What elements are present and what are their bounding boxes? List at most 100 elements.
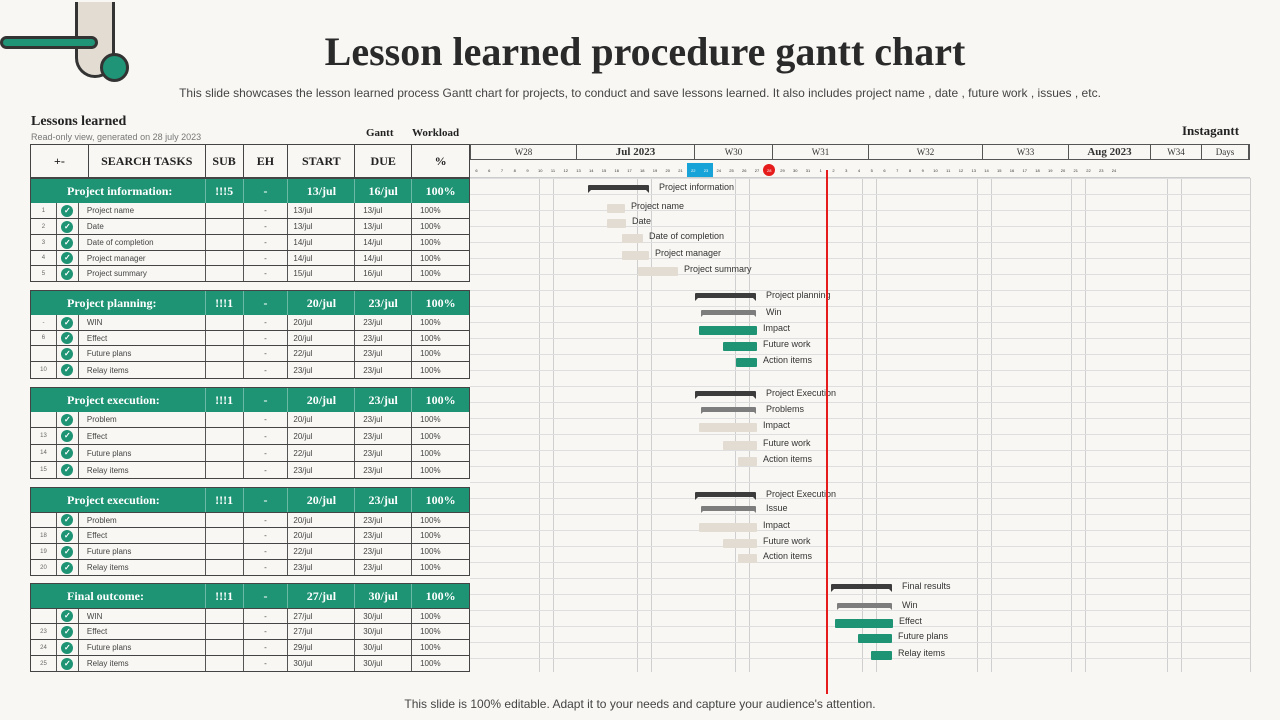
week-label: W33: [983, 145, 1069, 159]
check-circle-icon[interactable]: ✓: [61, 347, 74, 360]
check-circle-icon[interactable]: ✓: [61, 641, 74, 654]
table-row[interactable]: 25 ✓ Relay items -30/jul 30/jul 100%: [30, 656, 470, 672]
gantt-bar-label: Problems: [766, 404, 805, 414]
day-label: 2: [832, 167, 835, 173]
check-circle-icon[interactable]: ✓: [61, 236, 74, 249]
gantt-bar[interactable]: [723, 441, 757, 450]
gantt-bar-label: Project Execution: [766, 388, 837, 398]
check-circle-icon[interactable]: ✓: [61, 561, 74, 574]
check-circle-icon[interactable]: ✓: [61, 529, 74, 542]
task-percent: 100%: [420, 333, 441, 343]
table-row[interactable]: 24 ✓ Future plans -29/jul 30/jul 100%: [30, 640, 470, 656]
check-circle-icon[interactable]: ✓: [61, 464, 74, 476]
gantt-bar[interactable]: [701, 310, 756, 317]
grid-line-horizontal: [470, 306, 1250, 307]
group-name: Project execution:: [31, 488, 206, 512]
group-header[interactable]: Project planning: !!!1-20/jul 23/jul 100%: [30, 290, 470, 316]
task-name: Project manager: [79, 251, 206, 265]
group-header[interactable]: Project information: !!!5-13/jul 16/jul 100…: [30, 178, 470, 204]
gantt-bar[interactable]: [723, 539, 757, 548]
grid-line-horizontal: [470, 322, 1250, 323]
gantt-bar[interactable]: [837, 603, 892, 610]
group-header[interactable]: Final outcome: !!!1-27/jul 30/jul 100%: [30, 583, 470, 609]
check-circle-icon[interactable]: ✓: [61, 545, 74, 558]
table-row[interactable]: 2 ✓ Date -13/jul 13/jul 100%: [30, 219, 470, 235]
check-circle-icon[interactable]: ✓: [61, 204, 74, 217]
table-row[interactable]: 10 ✓ Relay items -23/jul 23/jul 100%: [30, 362, 470, 379]
gantt-bar[interactable]: [588, 185, 649, 193]
gantt-bar[interactable]: [607, 204, 625, 213]
group-header[interactable]: Project execution: !!!1-20/jul 23/jul 100%: [30, 487, 470, 513]
gantt-bar[interactable]: [701, 407, 756, 414]
check-circle-icon[interactable]: ✓: [61, 413, 74, 426]
check-circle-icon[interactable]: ✓: [61, 430, 74, 442]
check-circle-icon[interactable]: ✓: [61, 364, 74, 376]
check-circle-icon[interactable]: ✓: [61, 610, 74, 622]
table-row[interactable]: 23 ✓ Effect -27/jul 30/jul 100%: [30, 624, 470, 640]
check-circle-icon[interactable]: ✓: [61, 316, 74, 329]
day-label: 4: [857, 167, 861, 173]
grid-line-horizontal: [470, 434, 1250, 435]
check-circle-icon[interactable]: ✓: [61, 332, 74, 344]
table-row[interactable]: - ✓ WIN -20/jul 23/jul 100%: [30, 315, 470, 331]
table-row[interactable]: 6 ✓ Effect -20/jul 23/jul 100%: [30, 331, 470, 346]
task-due: 13/jul: [355, 219, 413, 234]
table-row[interactable]: 14 ✓ Future plans -22/jul 23/jul 100%: [30, 445, 470, 462]
gantt-label[interactable]: Gantt: [366, 127, 394, 139]
check-circle-icon[interactable]: ✓: [61, 514, 74, 526]
table-row[interactable]: 5 ✓ Project summary -15/jul 16/jul 100%: [30, 266, 470, 282]
table-row[interactable]: 1 ✓ Project name -13/jul 13/jul 100%: [30, 203, 470, 219]
gantt-bar[interactable]: [701, 506, 756, 513]
table-row[interactable]: 13 ✓ Effect -20/jul 23/jul 100%: [30, 428, 470, 445]
row-number: 1: [31, 203, 57, 218]
table-row[interactable]: ✓ Future plans -22/jul 23/jul 100%: [30, 346, 470, 362]
group-header[interactable]: Project execution: !!!1-20/jul 23/jul 100%: [30, 387, 470, 413]
gantt-bar[interactable]: [858, 634, 892, 643]
table-row[interactable]: ✓ Problem -20/jul 23/jul 100%: [30, 412, 470, 428]
check-circle-icon[interactable]: ✓: [61, 252, 74, 264]
task-start: 23/jul: [288, 560, 356, 575]
grid-line-horizontal: [470, 178, 1250, 179]
check-circle-icon[interactable]: ✓: [61, 220, 74, 233]
task-start: 20/jul: [288, 428, 356, 444]
table-row[interactable]: ✓ WIN -27/jul 30/jul 100%: [30, 609, 470, 624]
gantt-bar[interactable]: [835, 619, 893, 628]
check-circle-icon[interactable]: ✓: [61, 657, 74, 670]
gantt-bar[interactable]: [738, 554, 757, 563]
check-cell: ✓: [57, 346, 79, 361]
table-row[interactable]: 3 ✓ Date of completion -14/jul 14/jul 100%: [30, 235, 470, 251]
gantt-bar[interactable]: [638, 267, 678, 276]
gantt-bar[interactable]: [738, 457, 757, 466]
row-number: 2: [31, 219, 57, 234]
gantt-bar[interactable]: [699, 523, 757, 532]
gantt-bar[interactable]: [723, 342, 757, 351]
gantt-bar[interactable]: [695, 391, 756, 399]
table-row[interactable]: 19 ✓ Future plans -22/jul 23/jul 100%: [30, 544, 470, 560]
gantt-bar[interactable]: [699, 423, 757, 432]
table-row[interactable]: 18 ✓ Effect -20/jul 23/jul 100%: [30, 528, 470, 544]
expand-collapse-toggle[interactable]: +-: [31, 145, 89, 177]
task-percent: 100%: [420, 431, 441, 441]
table-row[interactable]: 15 ✓ Relay items -23/jul 23/jul 100%: [30, 462, 470, 479]
gantt-bar[interactable]: [736, 358, 757, 367]
gantt-bar[interactable]: [622, 234, 643, 243]
table-row[interactable]: 20 ✓ Relay items -23/jul 23/jul 100%: [30, 560, 470, 576]
gantt-bar[interactable]: [695, 492, 756, 500]
day-label: 10: [538, 167, 543, 173]
gantt-bar[interactable]: [695, 293, 756, 301]
gantt-bar[interactable]: [699, 326, 757, 335]
gantt-bar[interactable]: [622, 251, 649, 260]
check-circle-icon[interactable]: ✓: [61, 447, 74, 459]
workload-label[interactable]: Workload: [412, 127, 460, 139]
search-tasks-header[interactable]: SEARCH TASKS: [89, 145, 206, 177]
check-circle-icon[interactable]: ✓: [61, 267, 74, 280]
check-circle-icon[interactable]: ✓: [61, 625, 74, 638]
gantt-bar[interactable]: [871, 651, 892, 660]
gantt-bar-label: Date: [632, 216, 652, 226]
group-due: 23/jul: [355, 388, 413, 412]
table-row[interactable]: ✓ Problem -20/jul 23/jul 100%: [30, 513, 470, 528]
gantt-bar[interactable]: [831, 584, 892, 592]
gantt-bar[interactable]: [607, 219, 626, 228]
gantt-bar-label: Project information: [659, 182, 735, 192]
table-row[interactable]: 4 ✓ Project manager -14/jul 14/jul 100%: [30, 251, 470, 266]
